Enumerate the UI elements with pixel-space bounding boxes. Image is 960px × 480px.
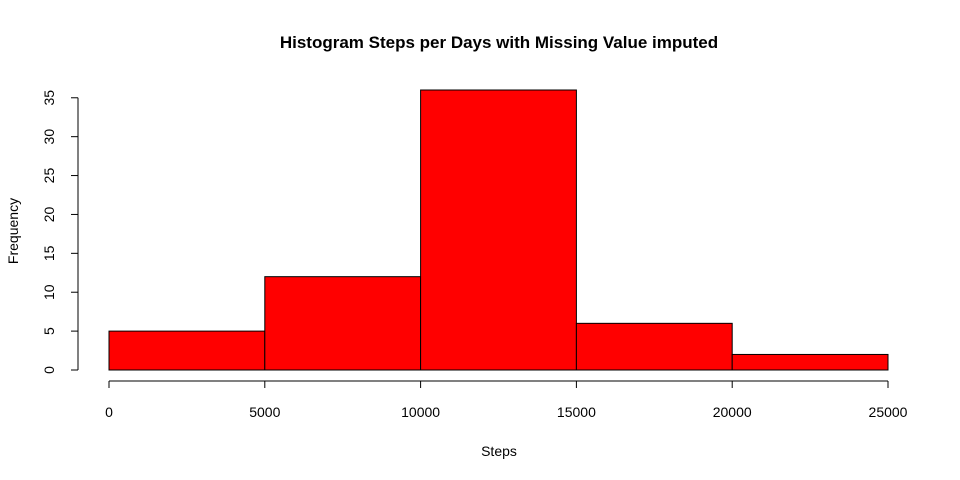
y-tick-label-7: 35 (41, 90, 57, 106)
x-tick-label-5: 25000 (869, 404, 908, 420)
bar-0 (108, 330, 266, 371)
y-tick-label-4: 20 (41, 206, 57, 222)
chart-title: Histogram Steps per Days with Missing Va… (280, 33, 718, 52)
y-tick-label-5: 25 (41, 168, 57, 184)
y-tick-label-1: 5 (41, 327, 57, 335)
bar-4 (731, 353, 889, 371)
x-tick-label-3: 15000 (557, 404, 596, 420)
bars-group (108, 89, 889, 371)
x-tick-label-4: 20000 (713, 404, 752, 420)
x-axis: 0 5000 10000 15000 20000 25000 (105, 380, 908, 420)
y-tick-label-0: 0 (41, 366, 57, 374)
y-tick-label-6: 30 (41, 129, 57, 145)
y-tick-label-2: 10 (41, 284, 57, 300)
x-axis-title: Steps (481, 443, 517, 459)
y-axis: 0 5 10 15 20 25 30 35 (41, 90, 79, 374)
x-tick-label-2: 10000 (401, 404, 440, 420)
x-tick-label-0: 0 (105, 404, 113, 420)
bar-2 (420, 89, 577, 371)
bar-1 (264, 276, 422, 371)
y-tick-label-3: 15 (41, 245, 57, 261)
y-axis-title: Frequency (5, 198, 21, 264)
bar-3 (575, 322, 733, 371)
x-tick-label-1: 5000 (249, 404, 280, 420)
